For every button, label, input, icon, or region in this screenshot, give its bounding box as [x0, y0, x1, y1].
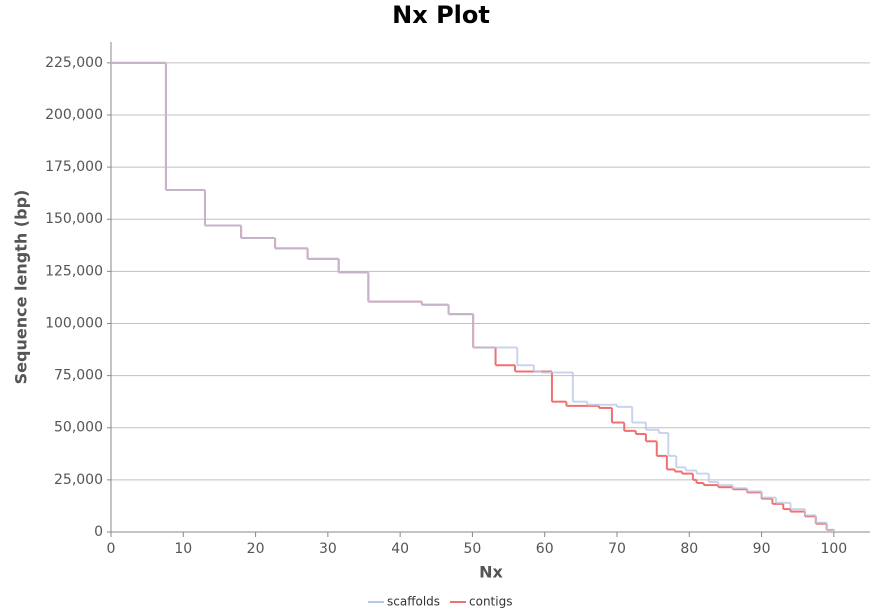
y-tick-label: 25,000: [54, 472, 103, 488]
y-tick-label: 125,000: [45, 263, 103, 279]
y-tick-label: 225,000: [45, 55, 103, 71]
x-tick-label: 70: [608, 541, 626, 557]
y-axis-label: Sequence length (bp): [12, 190, 31, 385]
y-tick-label: 100,000: [45, 315, 103, 331]
y-tick-label: 75,000: [54, 368, 103, 384]
x-tick-label: 20: [247, 541, 265, 557]
legend-label: scaffolds: [387, 595, 440, 609]
y-tick-label: 0: [94, 524, 103, 540]
x-tick-label: 100: [820, 541, 847, 557]
x-axis-label: Nx: [479, 563, 503, 582]
x-tick-label: 90: [753, 541, 771, 557]
y-tick-label: 150,000: [45, 211, 103, 227]
chart-title: Nx Plot: [392, 1, 490, 29]
x-tick-label: 60: [536, 541, 554, 557]
x-tick-label: 40: [391, 541, 409, 557]
y-tick-label: 200,000: [45, 107, 103, 123]
legend-label: contigs: [469, 595, 512, 609]
x-tick-label: 10: [174, 541, 192, 557]
step-end: [832, 528, 835, 531]
x-tick-label: 0: [107, 541, 116, 557]
y-tick-label: 175,000: [45, 159, 103, 175]
x-tick-label: 30: [319, 541, 337, 557]
y-tick-label: 50,000: [54, 420, 103, 436]
x-tick-label: 80: [680, 541, 698, 557]
x-tick-label: 50: [464, 541, 482, 557]
